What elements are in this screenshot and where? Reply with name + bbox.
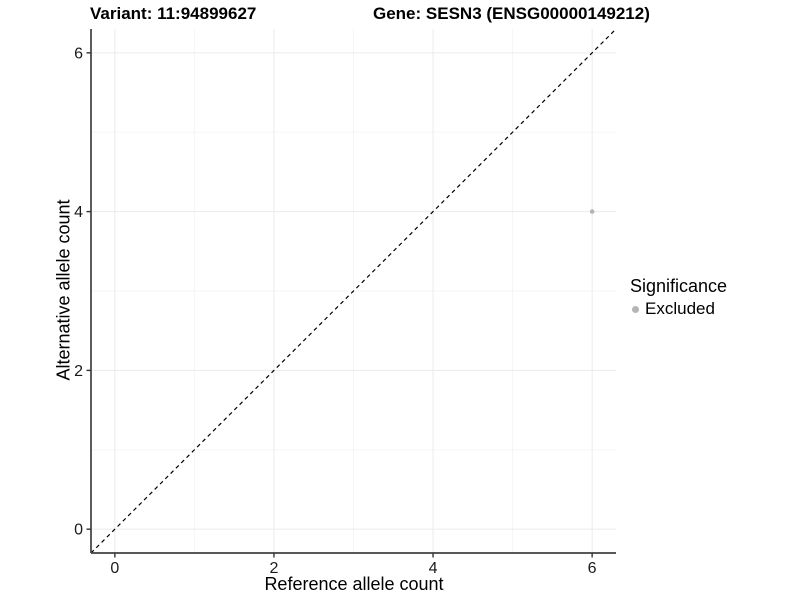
plot-title-gene: Gene: SESN3 (ENSG00000149212) — [373, 4, 650, 23]
legend-title: Significance — [630, 276, 728, 296]
x-tick-label: 6 — [588, 560, 597, 577]
plot-title-variant: Variant: 11:94899627 — [90, 4, 257, 23]
y-tick-label: 4 — [74, 204, 83, 221]
x-tick-label: 2 — [270, 560, 279, 577]
legend: Significance Excluded — [630, 276, 727, 319]
identity-dashed-line — [90, 28, 617, 554]
y-tick-label: 2 — [74, 363, 83, 380]
x-axis-label: Reference allele count — [264, 574, 444, 594]
y-tick-label: 6 — [74, 45, 83, 62]
y-tick-label: 0 — [74, 522, 83, 539]
legend-point-icon — [632, 305, 639, 313]
legend-item-label: Excluded — [645, 299, 715, 318]
legend-item-excluded: Excluded — [630, 299, 727, 319]
data-point — [589, 209, 595, 214]
x-tick-label: 0 — [110, 560, 119, 577]
x-tick-label: 4 — [429, 560, 438, 577]
